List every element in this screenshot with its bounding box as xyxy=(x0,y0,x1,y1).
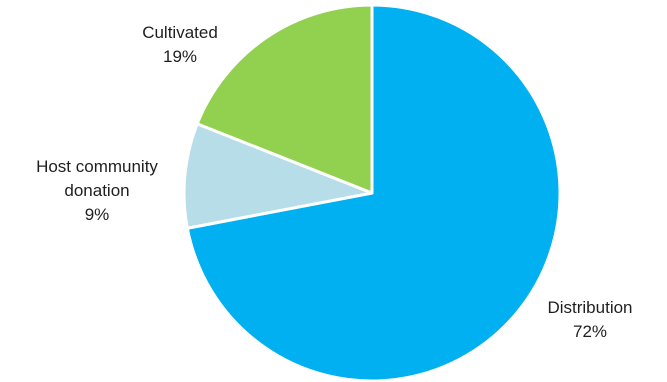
pie-label-cultivated: Cultivated 19% xyxy=(142,23,218,66)
pie-labels: Distribution 72% Host community donation 9% C… xyxy=(36,23,632,341)
pie-category-label: donation xyxy=(64,181,129,200)
pie-label-distribution: Distribution 72% xyxy=(547,298,632,341)
pie-slice-host-community-donation xyxy=(182,122,374,230)
pie-category-label: Cultivated xyxy=(142,23,218,42)
pie-value-label: 9% xyxy=(85,205,110,224)
pie-category-label: Distribution xyxy=(547,298,632,317)
pie-value-label: 19% xyxy=(163,47,197,66)
pie-label-host-community-donation: Host community donation 9% xyxy=(36,157,158,224)
pie-value-label: 72% xyxy=(573,322,607,341)
pie-slices xyxy=(182,3,562,382)
pie-slice-distribution xyxy=(185,3,562,382)
pie-category-label: Host community xyxy=(36,157,158,176)
pie-slice-cultivated xyxy=(195,3,374,195)
